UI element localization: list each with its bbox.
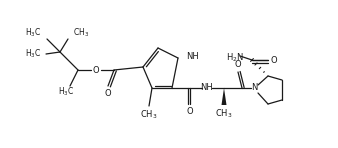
Text: H$_3$C: H$_3$C <box>25 27 41 39</box>
Text: CH$_3$: CH$_3$ <box>215 108 233 120</box>
Text: H$_3$C: H$_3$C <box>25 48 41 60</box>
Text: NH: NH <box>186 52 199 61</box>
Text: N: N <box>251 83 257 92</box>
Text: H$_3$C: H$_3$C <box>58 86 74 98</box>
Polygon shape <box>221 88 226 105</box>
Text: O: O <box>105 90 111 99</box>
Text: CH$_3$: CH$_3$ <box>140 109 158 121</box>
Text: H$_2$N: H$_2$N <box>226 52 244 64</box>
Text: NH: NH <box>200 82 212 91</box>
Text: O: O <box>271 56 277 65</box>
Text: CH$_3$: CH$_3$ <box>73 27 89 39</box>
Text: O: O <box>93 66 99 74</box>
Text: O: O <box>235 59 241 69</box>
Text: O: O <box>187 107 193 116</box>
